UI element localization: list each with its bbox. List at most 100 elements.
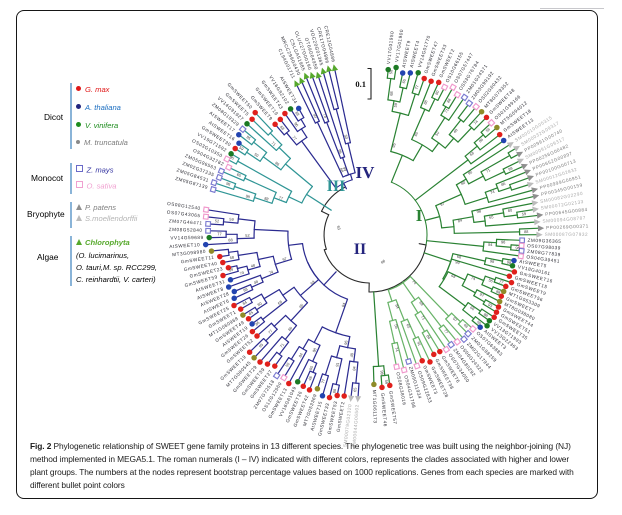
svg-text:59: 59	[238, 145, 244, 152]
svg-text:68: 68	[279, 124, 286, 131]
svg-text:50: 50	[253, 152, 260, 159]
svg-text:86: 86	[254, 320, 261, 327]
svg-text:86: 86	[274, 160, 280, 167]
svg-text:80: 80	[507, 207, 513, 213]
svg-text:65: 65	[405, 323, 411, 329]
svg-text:95: 95	[229, 154, 235, 160]
svg-text:95: 95	[467, 169, 473, 176]
svg-text:91: 91	[334, 362, 340, 367]
svg-text:77: 77	[499, 279, 505, 285]
svg-text:77: 77	[320, 378, 326, 384]
svg-text:59: 59	[393, 103, 399, 108]
svg-text:68: 68	[309, 279, 316, 286]
svg-text:AtSWEET10: AtSWEET10	[169, 242, 200, 249]
svg-text:88: 88	[294, 110, 301, 116]
svg-text:88: 88	[228, 237, 233, 242]
svg-text:77: 77	[291, 135, 298, 142]
svg-text:II: II	[354, 241, 366, 258]
svg-text:52: 52	[215, 218, 220, 223]
svg-text:98: 98	[506, 259, 511, 265]
svg-text:IV: IV	[356, 163, 376, 182]
svg-text:86: 86	[380, 259, 386, 265]
svg-text:56: 56	[476, 319, 482, 326]
svg-text:68: 68	[469, 305, 475, 312]
svg-text:III: III	[327, 178, 346, 195]
svg-text:68: 68	[277, 299, 283, 306]
svg-text:77: 77	[443, 328, 450, 335]
svg-text:50: 50	[312, 113, 319, 120]
svg-text:65: 65	[489, 214, 494, 220]
svg-text:GmSWEET11: GmSWEET11	[181, 255, 215, 265]
svg-text:71: 71	[443, 108, 450, 114]
svg-text:ZM09G36365: ZM09G36365	[528, 238, 562, 244]
svg-text:74: 74	[239, 270, 245, 276]
svg-text:63: 63	[336, 225, 341, 230]
svg-text:80: 80	[434, 89, 441, 96]
svg-text:59: 59	[228, 267, 234, 273]
svg-text:86: 86	[287, 326, 294, 333]
svg-text:97: 97	[452, 316, 459, 323]
svg-text:OS04G39451: OS04G39451	[526, 254, 560, 264]
svg-text:95: 95	[245, 134, 251, 141]
svg-text:VV14G59689: VV14G59689	[170, 235, 203, 241]
svg-text:68: 68	[450, 273, 456, 279]
svg-text:50: 50	[284, 361, 291, 368]
svg-text:97: 97	[479, 292, 485, 298]
svg-text:88: 88	[242, 286, 248, 292]
svg-text:80: 80	[460, 179, 467, 186]
svg-text:48: 48	[253, 279, 259, 285]
svg-text:84: 84	[351, 365, 356, 371]
svg-text:99: 99	[455, 259, 461, 265]
svg-text:98: 98	[476, 208, 481, 214]
svg-text:65: 65	[248, 310, 254, 317]
svg-text:74: 74	[472, 118, 479, 125]
svg-text:96: 96	[337, 148, 343, 154]
svg-text:74: 74	[489, 189, 496, 195]
svg-text:ZM08G52840: ZM08G52840	[169, 227, 203, 233]
svg-text:77: 77	[278, 195, 284, 201]
svg-text:48: 48	[452, 128, 459, 134]
svg-text:68: 68	[339, 167, 345, 173]
svg-text:96: 96	[293, 121, 300, 127]
svg-text:52: 52	[245, 233, 249, 238]
svg-text:MT3G098980: MT3G098980	[172, 249, 206, 257]
svg-text:50: 50	[343, 134, 349, 140]
svg-text:MT1G061173: MT1G061173	[372, 390, 378, 424]
svg-text:74: 74	[268, 269, 275, 276]
svg-text:96: 96	[226, 181, 232, 187]
svg-text:91: 91	[416, 341, 422, 347]
svg-text:99: 99	[507, 165, 513, 171]
svg-text:56: 56	[488, 277, 494, 283]
svg-text:68: 68	[468, 150, 475, 157]
svg-text:88: 88	[422, 99, 428, 105]
svg-text:OS07G98039: OS07G98039	[527, 243, 561, 250]
svg-text:74: 74	[411, 279, 418, 286]
svg-text:OS08G12540: OS08G12540	[167, 201, 201, 211]
svg-text:88: 88	[331, 388, 337, 393]
svg-text:48: 48	[349, 353, 355, 358]
svg-text:SM00079G02320: SM00079G02320	[342, 404, 352, 448]
svg-text:95: 95	[343, 340, 349, 345]
svg-text:98: 98	[490, 258, 495, 264]
svg-text:71: 71	[279, 342, 286, 348]
svg-text:SM00087G07932: SM00087G07932	[545, 232, 589, 237]
svg-text:88: 88	[524, 229, 529, 234]
svg-text:56: 56	[388, 69, 393, 74]
svg-text:48: 48	[463, 322, 470, 329]
svg-text:96: 96	[478, 137, 485, 144]
svg-text:I: I	[416, 206, 423, 225]
svg-text:SM00094G08787: SM00094G08787	[542, 215, 586, 223]
svg-text:84: 84	[242, 299, 249, 306]
svg-text:GmSWEET46: GmSWEET46	[380, 393, 388, 427]
svg-text:74: 74	[394, 347, 400, 353]
svg-text:OS08G38016: OS08G38016	[395, 372, 407, 406]
svg-text:VV18G40161: VV18G40161	[517, 264, 551, 276]
svg-text:77: 77	[414, 85, 420, 91]
svg-text:84: 84	[488, 242, 493, 247]
svg-text:88: 88	[495, 289, 501, 295]
svg-text:65: 65	[401, 79, 407, 84]
svg-text:SM00044G06502: SM00044G06502	[352, 404, 360, 448]
svg-text:88: 88	[445, 98, 451, 104]
svg-text:88: 88	[483, 312, 489, 319]
svg-text:95: 95	[298, 303, 305, 310]
